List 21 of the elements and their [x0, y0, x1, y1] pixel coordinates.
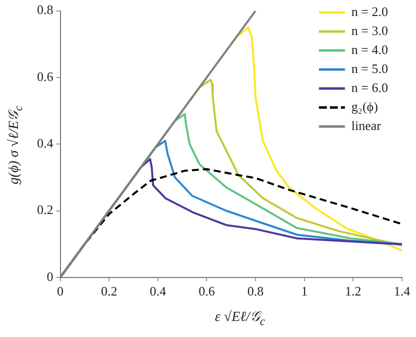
- y-tick-label: 0.4: [37, 136, 54, 151]
- x-axis-title: ε √Eℓ/𝒢$_{c}$: [214, 310, 266, 328]
- x-tick-label: 1.4: [394, 284, 411, 299]
- x-tick-label: 0.8: [247, 284, 264, 299]
- y-tick-label: 0.8: [37, 2, 54, 18]
- y-tick-label: 0: [46, 268, 54, 284]
- x-tick-label: 1.2: [345, 284, 362, 299]
- x-tick-label: 0: [57, 284, 64, 299]
- legend-label: n = 2.0: [351, 4, 388, 19]
- legend-label: g₂(ϕ): [351, 98, 378, 114]
- x-tick-label: 0.2: [100, 284, 118, 299]
- legend-label: n = 5.0: [351, 60, 388, 76]
- legend-label: n = 3.0: [351, 22, 388, 38]
- legend-label: n = 4.0: [351, 42, 388, 57]
- legend-label: n = 6.0: [351, 80, 388, 95]
- y-tick-label: 0.2: [37, 202, 54, 218]
- x-tick-label: 0.4: [150, 284, 167, 299]
- x-tick-label: 1: [301, 284, 308, 299]
- x-tick-label: 0.6: [198, 284, 216, 299]
- legend-label: linear: [351, 118, 382, 133]
- y-tick-label: 0.6: [37, 68, 54, 84]
